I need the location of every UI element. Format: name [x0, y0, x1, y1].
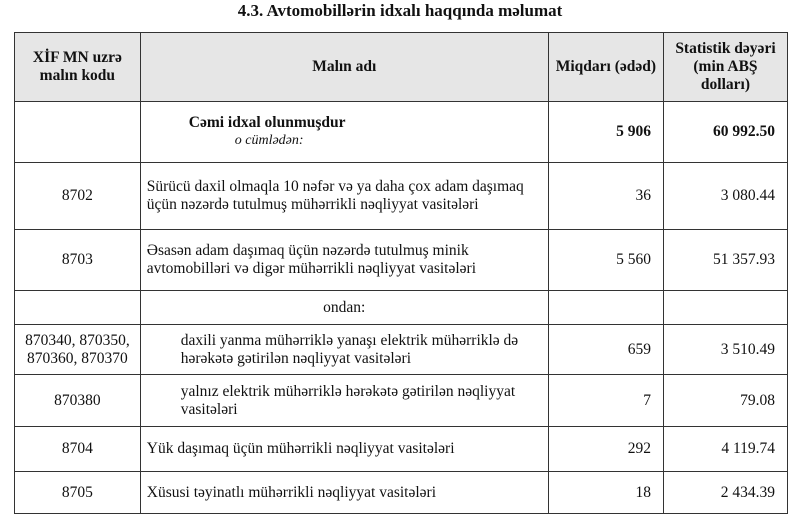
row-name: yalnız elektrik mühərriklə hərəkətə gəti… — [139, 374, 549, 427]
empty-cell — [547, 290, 664, 325]
row-code: 8705 — [14, 471, 141, 514]
row-value: 3 080.44 — [662, 162, 789, 230]
table-row: 8704 Yük daşımaq üçün mühərrikli nəqliyy… — [14, 426, 789, 472]
row-code: 8702 — [14, 162, 141, 230]
total-code — [14, 101, 141, 163]
row-code: 870340, 870350, 870360, 870370 — [14, 324, 141, 375]
row-value: 3 510.49 — [662, 324, 789, 375]
import-table: XİF MN uzrə malın kodu Malın adı Miqdarı… — [14, 32, 789, 514]
row-qty: 36 — [547, 162, 664, 230]
header-row: XİF MN uzrə malın kodu Malın adı Miqdarı… — [14, 32, 789, 102]
total-row: Cəmi idxal olunmuşdur o cümlədən: 5 906 6… — [14, 101, 789, 163]
row-name: Yük daşımaq üçün mühərrikli nəqliyyat va… — [139, 426, 549, 472]
table-row: 870340, 870350, 870360, 870370 daxili ya… — [14, 324, 789, 375]
table-row: 8705 Xüsusi təyinatlı mühərrikli nəqliyy… — [14, 471, 789, 514]
total-name: Cəmi idxal olunmuşdur — [188, 114, 346, 131]
row-qty: 292 — [547, 426, 664, 472]
empty-cell — [14, 290, 141, 325]
row-qty: 659 — [547, 324, 664, 375]
table-row: 8703 Əsasən adam daşımaq üçün nəzərdə tu… — [14, 229, 789, 291]
row-code: 8703 — [14, 229, 141, 291]
table-row: 870380 yalnız elektrik mühərriklə hərəkə… — [14, 374, 789, 427]
row-name: daxili yanma mühərriklə yanaşı elektrik … — [139, 324, 549, 375]
header-qty: Miqdarı (ədəd) — [547, 32, 664, 102]
header-code: XİF MN uzrə malın kodu — [14, 32, 141, 102]
row-value: 51 357.93 — [662, 229, 789, 291]
row-value: 79.08 — [662, 374, 789, 427]
row-name: Sürücü daxil olmaqla 10 nəfər və ya daha… — [139, 162, 549, 230]
total-qty: 5 906 — [547, 101, 664, 163]
row-qty: 7 — [547, 374, 664, 427]
total-value: 60 992.50 — [662, 101, 789, 163]
row-qty: 5 560 — [547, 229, 664, 291]
row-code: 870380 — [14, 374, 141, 427]
row-code: 8704 — [14, 426, 141, 472]
table-row: 8702 Sürücü daxil olmaqla 10 nəfər və ya… — [14, 162, 789, 230]
header-value: Statistik dəyəri (min ABŞ dolları) — [662, 32, 789, 102]
row-value: 2 434.39 — [662, 471, 789, 514]
ondan-row: ondan: — [14, 290, 789, 325]
row-qty: 18 — [547, 471, 664, 514]
total-sub: o cümlədən: — [234, 133, 304, 148]
header-name: Malın adı — [139, 32, 549, 102]
table-title: 4.3. Avtomobillərin idxalı haqqında məlu… — [237, 1, 563, 20]
total-name-cell: Cəmi idxal olunmuşdur o cümlədən: — [139, 101, 549, 163]
row-name: Xüsusi təyinatlı mühərrikli nəqliyyat va… — [139, 471, 549, 514]
row-name: Əsasən adam daşımaq üçün nəzərdə tutulmu… — [139, 229, 549, 291]
row-value: 4 119.74 — [662, 426, 789, 472]
empty-cell — [662, 290, 789, 325]
ondan-label: ondan: — [139, 290, 549, 325]
